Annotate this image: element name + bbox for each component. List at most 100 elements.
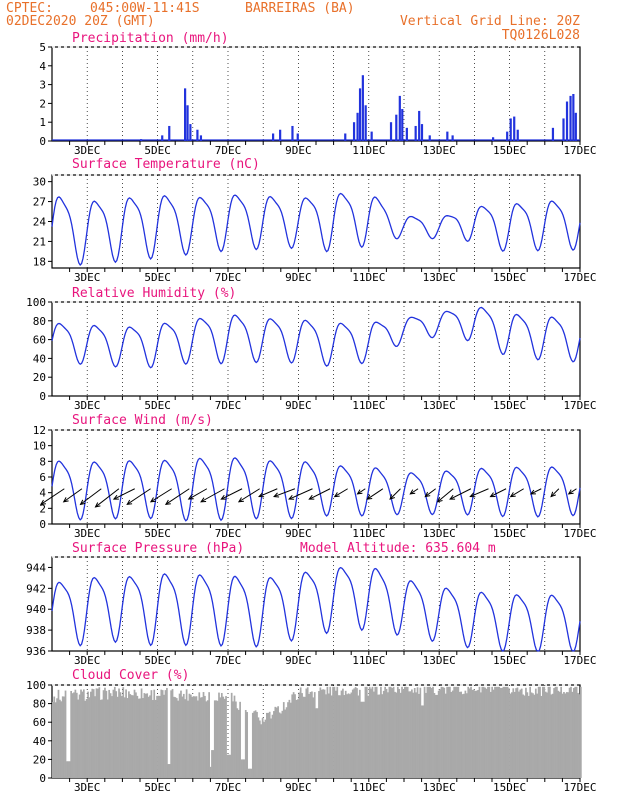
x-tick-label: 15DEC — [493, 654, 526, 667]
wind-vector — [221, 488, 243, 500]
precipitation-bar — [161, 135, 164, 141]
cloud-cover-bar — [296, 699, 299, 778]
cloud-cover-bar — [249, 768, 251, 778]
cloud-cover-bar — [232, 701, 234, 778]
cloud-cover-bar — [519, 689, 522, 778]
cloud-cover-bar — [211, 750, 213, 778]
cloud-cover-bar — [52, 701, 54, 778]
cloud-cover-bar — [295, 699, 298, 778]
cloud-cover-bar — [350, 692, 353, 778]
precipitation-bar — [296, 133, 299, 141]
cloud-cover-bar — [230, 692, 233, 778]
wind-arrowhead — [489, 492, 496, 498]
cloud-cover-bar — [380, 686, 382, 778]
cloud-cover-bar — [408, 691, 410, 778]
x-tick-label: 5DEC — [144, 144, 171, 157]
cloud-cover-bar — [458, 691, 461, 778]
cloud-cover-bar — [326, 686, 329, 778]
cloud-cover-bar — [527, 695, 530, 778]
wind-arrowhead — [567, 489, 574, 495]
x-tick-label: 5DEC — [144, 271, 171, 284]
cloud-cover-bar — [502, 686, 505, 778]
header-station: BARREIRAS (BA) — [245, 1, 355, 16]
cloud-cover-bar — [570, 686, 572, 778]
cloud-cover-bar — [422, 705, 425, 778]
cloud-cover-bar — [409, 691, 412, 778]
precipitation-bar — [492, 137, 495, 141]
cloud-cover-bar — [494, 686, 496, 778]
precipitation-bar — [168, 125, 171, 141]
cloud-cover-bar — [561, 693, 564, 778]
wind-arrowhead — [187, 494, 194, 500]
cloud-cover-bar — [325, 694, 327, 778]
cloud-cover-bar — [340, 690, 343, 778]
x-tick-label: 17DEC — [563, 271, 596, 284]
cloud-cover-bar — [515, 688, 517, 778]
precipitation-bar — [199, 135, 203, 141]
cloud-cover-bar — [277, 706, 279, 778]
cloud-cover-bar — [270, 718, 272, 778]
precipitation-bar — [509, 118, 512, 141]
cloud-cover-bar — [449, 686, 451, 778]
cloud-cover-bar — [398, 688, 401, 778]
panel-3: 0 20 40 60 80 100 3DEC 5DEC 7DEC 9DEC 11DEC 13DEC 15… — [26, 286, 596, 412]
cloud-cover-bar — [256, 711, 258, 778]
cloud-cover-bar — [178, 693, 181, 778]
cloud-cover-bar — [377, 694, 379, 778]
cloud-cover-bar — [575, 686, 578, 778]
wind-vector — [238, 488, 260, 503]
cloud-cover-bar — [560, 686, 562, 778]
cloud-cover-bar — [337, 695, 340, 778]
precipitation-bar — [551, 127, 555, 141]
cloud-cover-bar — [533, 694, 536, 778]
y-tick-label: 936 — [26, 645, 46, 658]
cloud-cover-bar — [318, 691, 320, 778]
precipitation-bar — [414, 125, 417, 141]
x-tick-label: 17DEC — [563, 781, 596, 794]
precipitation-bar — [405, 127, 408, 141]
wind-vector — [568, 488, 577, 495]
wind-vector — [126, 488, 151, 505]
wind-arrowhead — [366, 494, 373, 500]
cloud-cover-bar — [499, 687, 502, 778]
x-tick-label: 17DEC — [563, 654, 596, 667]
wind-arrowhead — [164, 499, 171, 506]
cloud-cover-bar — [489, 691, 492, 778]
cloud-cover-bar — [228, 754, 230, 778]
cloud-cover-bar — [358, 689, 361, 778]
cloud-cover-bar — [153, 689, 156, 778]
panel-frame — [51, 301, 581, 397]
x-tick-label: 13DEC — [423, 527, 456, 540]
cloud-cover-bar — [242, 759, 244, 778]
cloud-cover-bar — [457, 686, 460, 778]
x-tick-label: 3DEC — [74, 654, 101, 667]
cloud-cover-bar — [95, 688, 98, 778]
cloud-cover-bar — [406, 687, 409, 778]
cloud-cover-bar — [333, 686, 336, 778]
cloud-cover-bar — [546, 692, 548, 778]
precipitation-bar — [389, 122, 393, 141]
cloud-cover-bar — [432, 686, 434, 778]
cloud-cover-bar — [382, 690, 385, 778]
wind-vector — [334, 488, 348, 497]
cloud-cover-bar — [102, 690, 105, 778]
wind-arrowhead — [509, 492, 516, 498]
y-tick-label: 3 — [39, 79, 46, 92]
cloud-cover-bar — [187, 700, 189, 778]
cloud-cover-bar — [547, 686, 550, 778]
cloud-cover-bar — [254, 710, 257, 778]
precipitation-bar — [358, 88, 362, 141]
cloud-cover-bar — [147, 696, 150, 778]
cloud-cover-bar — [319, 687, 322, 778]
x-tick-label: 9DEC — [285, 144, 312, 157]
cloud-cover-bar — [419, 687, 422, 778]
cloud-cover-bar — [159, 695, 161, 778]
cloud-cover-bar — [298, 692, 301, 778]
y-tick-label: 21 — [33, 235, 46, 248]
cloud-cover-bar — [387, 692, 389, 778]
wind-arrowhead — [409, 489, 416, 495]
y-tick-label: 4 — [39, 487, 46, 500]
x-tick-label: 7DEC — [215, 654, 242, 667]
wind-arrowhead — [258, 492, 265, 498]
cloud-cover-bar — [460, 691, 463, 778]
